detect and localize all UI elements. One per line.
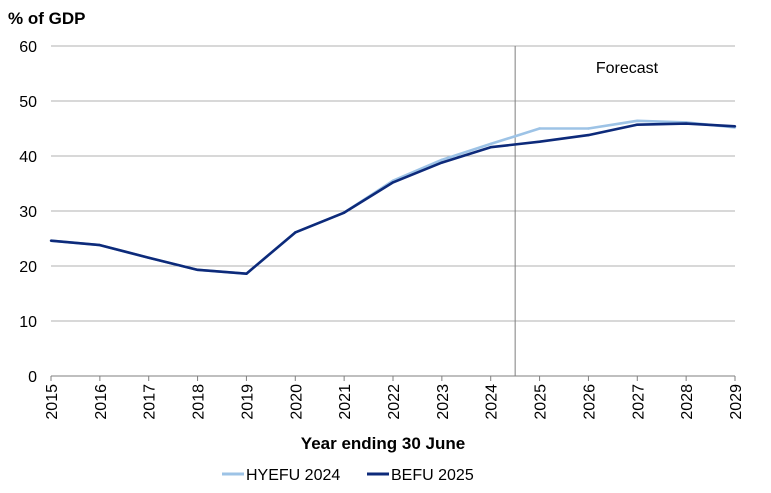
x-tick-label: 2017 xyxy=(142,384,159,420)
x-tick-label: 2027 xyxy=(630,384,647,420)
x-tick-label: 2028 xyxy=(679,384,696,420)
y-axis-ticks: 0 10 20 30 40 50 60 xyxy=(19,39,37,386)
y-tick-label: 20 xyxy=(19,259,37,276)
data-point xyxy=(489,146,492,149)
x-tick-label: 2015 xyxy=(44,384,61,420)
data-point xyxy=(636,123,639,126)
x-tick-label: 2016 xyxy=(93,384,110,420)
x-tick-label: 2029 xyxy=(728,384,745,420)
data-point xyxy=(587,127,590,130)
forecast-label: Forecast xyxy=(596,60,659,77)
x-tick-label: 2023 xyxy=(435,384,452,420)
y-tick-label: 50 xyxy=(19,94,37,111)
y-tick-label: 0 xyxy=(28,369,37,386)
data-point xyxy=(733,125,737,128)
data-point xyxy=(391,181,395,184)
gridlines xyxy=(51,45,735,377)
data-point xyxy=(49,239,53,242)
data-point xyxy=(440,161,444,164)
x-tick-label: 2018 xyxy=(191,384,208,420)
data-point xyxy=(587,133,590,137)
x-tick-label: 2025 xyxy=(533,384,550,420)
y-tick-label: 40 xyxy=(19,149,37,166)
x-tick-label: 2022 xyxy=(386,384,403,420)
data-point xyxy=(489,142,492,146)
legend-label-0: HYEFU 2024 xyxy=(246,467,340,484)
data-point xyxy=(98,243,102,247)
y-tick-label: 10 xyxy=(19,314,37,331)
data-point xyxy=(245,272,248,275)
y-tick-label: 30 xyxy=(19,204,37,221)
data-point xyxy=(147,256,150,259)
x-axis-ticks: 2015 2016 2017 2018 2019 2020 2021 2022 2023 2024… xyxy=(44,376,745,420)
x-tick-label: 2021 xyxy=(337,384,354,420)
data-point xyxy=(294,231,297,234)
data-point xyxy=(440,158,444,162)
legend: HYEFU 2024 BEFU 2025 xyxy=(222,467,474,484)
y-axis-label: % of GDP xyxy=(8,9,85,28)
series-lines xyxy=(49,119,737,276)
data-point xyxy=(538,127,541,130)
x-axis-label: Year ending 30 June xyxy=(301,434,465,453)
forecast-region: Forecast xyxy=(514,46,659,376)
x-tick-label: 2026 xyxy=(581,384,598,420)
data-point xyxy=(538,140,541,143)
data-point xyxy=(636,119,639,123)
legend-label-1: BEFU 2025 xyxy=(391,467,474,484)
data-point xyxy=(684,122,688,125)
x-tick-label: 2020 xyxy=(288,384,305,420)
series-line-1 xyxy=(50,122,736,276)
data-point xyxy=(196,268,199,272)
data-point xyxy=(342,211,346,214)
y-tick-label: 60 xyxy=(19,39,37,56)
series-line-0 xyxy=(50,119,736,276)
x-tick-label: 2019 xyxy=(239,384,256,420)
x-tick-label: 2024 xyxy=(484,384,501,420)
